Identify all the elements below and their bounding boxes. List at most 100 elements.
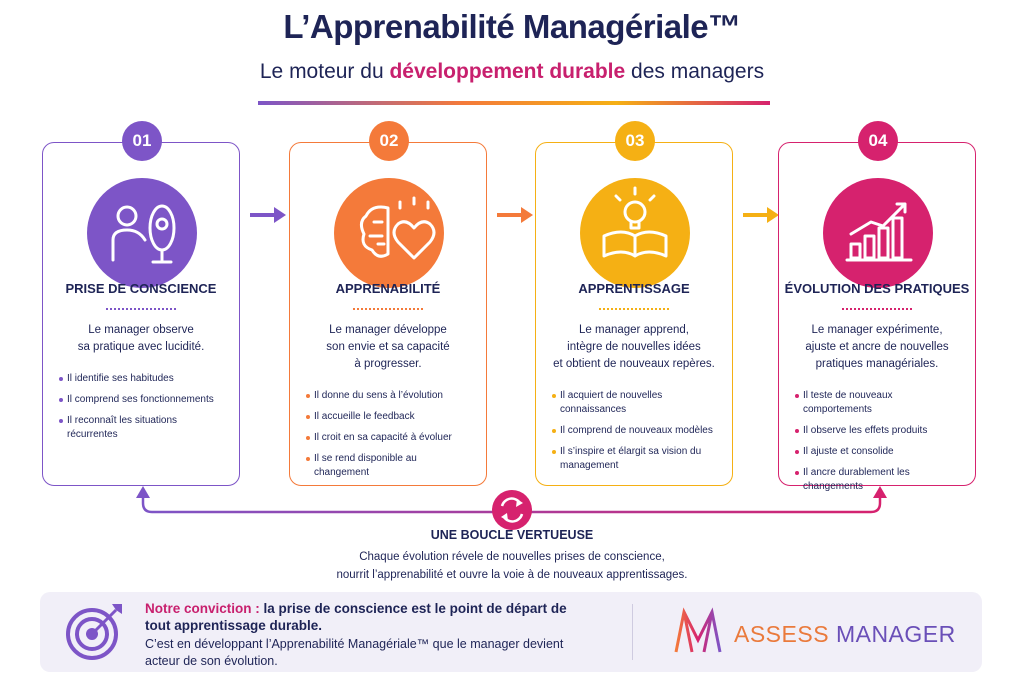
icon-shape: [614, 186, 656, 230]
step-icon: [580, 178, 690, 288]
description-line: son envie et sa capacité: [326, 341, 450, 353]
step-number: 03: [615, 121, 655, 161]
step-bullets: Il donne du sens à l’évolution Il accueil…: [290, 389, 486, 487]
loop-icon-head: [516, 499, 523, 507]
loop-line-text: Chaque évolution révele de nouvelles pri…: [359, 551, 665, 563]
description-line: pratiques managériales.: [815, 358, 939, 370]
brand: ASSESS MANAGER: [734, 621, 956, 648]
icon-shape: [849, 202, 907, 236]
step-icon: [87, 178, 197, 288]
target-icon: [66, 604, 122, 660]
step-number: 04: [858, 121, 898, 161]
subtitle-text: des managers: [631, 60, 765, 83]
bullet: Il comprend ses fonctionnements: [59, 393, 225, 407]
icon-shape: [359, 205, 390, 258]
step-title: ÉVOLUTION DES PRATIQUES: [784, 281, 970, 296]
arrow-head: [767, 207, 779, 223]
step-card: 02 APPRENABILITÉ Le manager développe son e…: [289, 121, 487, 486]
conviction-text: C’est en développant l’Apprenabilité Man…: [145, 637, 564, 668]
step-bullets: Il acquiert de nouvelles connaissances Il…: [536, 389, 732, 480]
bullet: Il ancre durablement les changements: [795, 466, 961, 494]
icon-glyph: [111, 204, 176, 264]
step-card: 03 APPRENTISSAGE Le manager apprend, intègr…: [535, 121, 733, 486]
step-card: 04 ÉVOLUTION DES PRATIQUES Le manager expé…: [778, 121, 976, 492]
brand-part: MANAGER: [835, 621, 956, 647]
description-line: Le manager apprend,: [579, 324, 689, 336]
step-card: 01 PRISE DE CONSCIENCE Le manager observe s…: [42, 121, 240, 486]
bullet: Il reconnaît les situations récurrentes: [59, 414, 225, 442]
description-line: à progresser.: [354, 358, 422, 370]
conviction-label: Notre conviction :: [145, 601, 260, 616]
description-line: et obtient de nouveaux repères.: [553, 358, 715, 370]
loop-title: UNE BOUCLE VERTUEUSE: [430, 528, 594, 542]
step-body: APPRENABILITÉ Le manager développe son env…: [290, 281, 486, 503]
description-line: intègre de nouvelles idées: [567, 341, 701, 353]
step-icon: [334, 178, 444, 288]
icon-shape: [111, 228, 147, 262]
bullet: Il se rend disponible au changement: [306, 452, 472, 480]
bullet: Il donne du sens à l’évolution: [306, 389, 472, 403]
step-description: Le manager développe son envie et sa capa…: [326, 322, 449, 373]
bullet: Il identifie ses habitudes: [59, 372, 225, 386]
icon-shape: [151, 248, 173, 264]
loop-icon: [492, 490, 532, 530]
loop-arrow: [873, 486, 887, 498]
subtitle-text: Le moteur du: [259, 60, 384, 83]
bullet: Il acquiert de nouvelles connaissances: [552, 389, 718, 417]
icon-shape: [849, 242, 862, 260]
bullet: Il teste de nouveaux comportements: [795, 389, 961, 417]
bullet: Il accueille le feedback: [306, 410, 472, 424]
icon-glyph: [359, 196, 436, 260]
bullet: Il comprend de nouveaux modèles: [552, 424, 718, 438]
step-title: APPRENABILITÉ: [335, 281, 441, 296]
step-dots: [842, 308, 912, 310]
conviction: Notre conviction : la prise de conscienc…: [145, 600, 595, 670]
step-number: 02: [369, 121, 409, 161]
step-dots: [353, 308, 423, 310]
step-dots: [599, 308, 669, 310]
step-dots: [106, 308, 176, 310]
step-arrow: [743, 207, 779, 223]
description-line: Le manager développe: [329, 324, 447, 336]
icon-shape: [877, 226, 890, 260]
loop-text: Chaque évolution révele de nouvelles pri…: [0, 548, 1024, 584]
conviction-statement: la prise de conscience est le point de d…: [145, 601, 567, 633]
icon-shape: [623, 200, 647, 224]
brand-logo: [674, 607, 722, 653]
step-title: APPRENTISSAGE: [578, 281, 690, 296]
step-icon: [823, 178, 933, 288]
icon-shape: [392, 220, 436, 260]
icon-glyph: [602, 186, 668, 258]
step-body: APPRENTISSAGE Le manager apprend, intègre …: [536, 281, 732, 496]
step-body: PRISE DE CONSCIENCE Le manager observe sa …: [43, 281, 239, 465]
description-line: ajuste et ancre de nouvelles: [805, 341, 949, 353]
loop-line-text: nourrit l’apprenabilité et ouvre la voie…: [336, 569, 688, 581]
icon-circle: [87, 178, 197, 288]
bullet: Il croit en sa capacité à évoluer: [306, 431, 472, 445]
brand-part: ASSESS: [734, 621, 830, 647]
step-description: Le manager observe sa pratique avec lucid…: [78, 322, 205, 356]
bullet: Il ajuste et consolide: [795, 445, 961, 459]
icon-shape: [891, 216, 904, 260]
step-description: Le manager apprend, intègre de nouvelles …: [553, 322, 715, 373]
icon-circle: [580, 178, 690, 288]
icon-shape: [863, 234, 876, 260]
loop-arrow: [136, 486, 150, 498]
step-body: ÉVOLUTION DES PRATIQUES Le manager expéri…: [779, 281, 975, 517]
icon-shape: [155, 217, 169, 231]
step-bullets: Il identifie ses habitudes Il comprend se…: [43, 372, 239, 449]
title: L’Apprenabilité Managériale™: [283, 8, 741, 45]
icon-shape: [116, 205, 138, 227]
description-line: Le manager expérimente,: [811, 324, 943, 336]
description-line: Le manager observe: [88, 324, 194, 336]
description-line: sa pratique avec lucidité.: [77, 341, 205, 353]
arrow-head: [521, 207, 533, 223]
subtitle-highlight: développement durable: [389, 60, 626, 83]
conviction-panel: [40, 592, 982, 672]
divider: [632, 604, 633, 660]
step-description: Le manager expérimente, ajuste et ancre d…: [805, 322, 948, 373]
subtitle: Le moteur du développement durable des m…: [0, 60, 1024, 84]
icon-shape: [602, 230, 668, 258]
